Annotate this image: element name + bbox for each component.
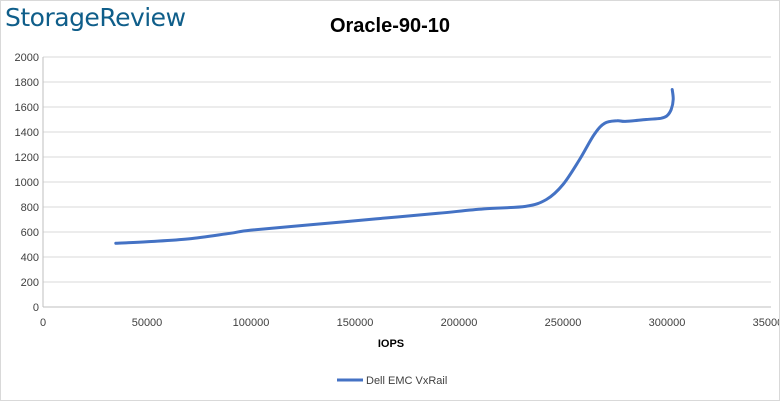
x-axis-title: IOPS: [378, 338, 404, 350]
x-tick-label: 300000: [649, 317, 686, 329]
y-tick-label: 0: [33, 302, 39, 314]
y-tick-label: 600: [21, 227, 39, 239]
y-tick-label: 200: [21, 277, 39, 289]
y-tick-label: 1200: [15, 152, 39, 164]
storagereview-logo: StorageReview: [5, 3, 186, 32]
y-tick-label: 800: [21, 202, 39, 214]
gridlines: [43, 56, 771, 283]
chart-title: Oracle-90-10: [329, 15, 451, 37]
x-tick-label: 0: [40, 317, 46, 329]
y-tick-label: 1600: [15, 102, 39, 114]
y-tick-label: 1000: [15, 177, 39, 189]
x-tick-label: 50000: [132, 317, 163, 329]
y-tick-labels: 0 200 400 600 800 1000 1200 1400 1600 1800 2000: [15, 52, 39, 314]
legend: Dell EMC VxRail: [337, 375, 447, 387]
y-tick-label: 1800: [15, 77, 39, 89]
axes: [42, 57, 771, 308]
x-tick-label: 200000: [441, 317, 478, 329]
x-tick-label: 100000: [233, 317, 270, 329]
series-lines: [114, 88, 675, 245]
x-tick-labels: 0 50000 100000 150000 200000 250000 300000 3500…: [40, 317, 779, 329]
x-tick-label: 350000: [753, 317, 779, 329]
y-tick-label: 2000: [15, 52, 39, 64]
x-tick-label: 150000: [337, 317, 374, 329]
series-line-dell-emc-vxrail: [114, 88, 675, 245]
y-tick-label: 1400: [15, 127, 39, 139]
x-tick-label: 250000: [545, 317, 582, 329]
y-tick-label: 400: [21, 252, 39, 264]
legend-label: Dell EMC VxRail: [366, 375, 447, 387]
